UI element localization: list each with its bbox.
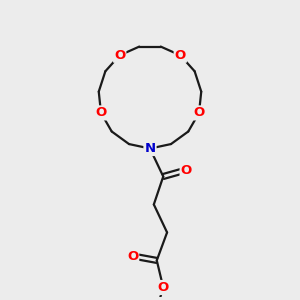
Text: O: O [95,106,106,119]
Text: O: O [194,106,205,119]
Text: O: O [114,49,125,62]
Text: N: N [144,142,156,155]
Text: O: O [181,164,192,176]
Text: O: O [127,250,138,262]
Text: O: O [158,281,169,294]
Text: O: O [175,49,186,62]
